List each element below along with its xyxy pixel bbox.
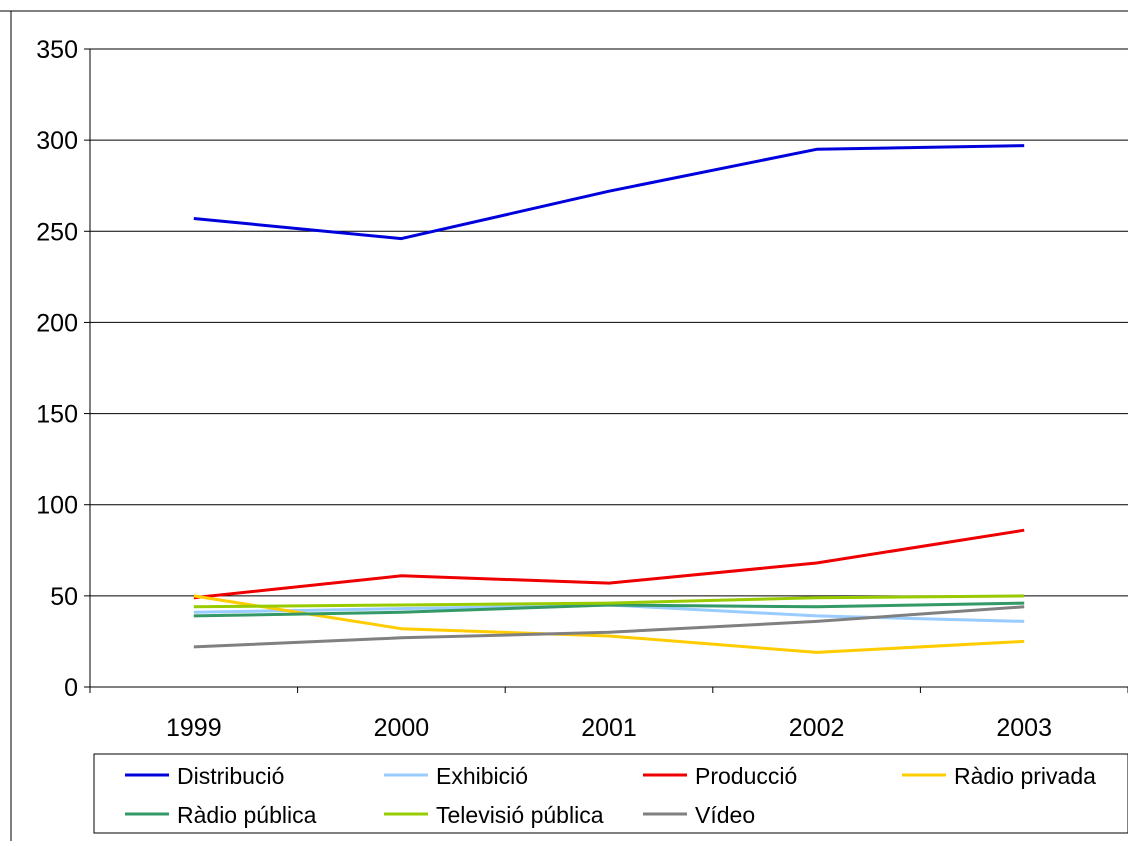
y-tick-label: 200 (36, 309, 78, 337)
legend-label: Ràdio privada (954, 763, 1096, 789)
y-tick-label: 250 (36, 218, 78, 246)
x-tick-labels: 1999 2000 2001 2002 2003 (166, 714, 1052, 742)
legend-label: Vídeo (695, 802, 755, 828)
legend-label: Exhibició (436, 763, 528, 789)
y-tick-labels: 0 50 100 150 200 250 300 350 (36, 36, 78, 702)
legend-box (93, 753, 1128, 834)
y-tick-label: 350 (36, 36, 78, 64)
legend-label: Ràdio pública (177, 802, 317, 828)
y-tick-label: 50 (50, 583, 78, 611)
series-line (193, 594, 1025, 609)
series-line (193, 594, 1025, 654)
x-tick-label: 2001 (581, 714, 637, 742)
gridlines (90, 48, 1128, 597)
y-tick-label: 0 (64, 674, 78, 702)
y-tick-label: 300 (36, 127, 78, 155)
axes (84, 48, 1128, 693)
legend: Distribució Exhibició Producció Ràdio priva… (93, 753, 1128, 834)
legend-label: Producció (695, 763, 797, 789)
x-tick-label: 1999 (166, 714, 222, 742)
legend-label: Televisió pública (436, 802, 604, 828)
series-line (193, 144, 1025, 241)
series-lines (193, 144, 1025, 654)
x-tick-label: 2002 (789, 714, 845, 742)
series-line (193, 528, 1025, 600)
series-line (193, 601, 1025, 618)
x-tick-label: 2003 (996, 714, 1052, 742)
y-tick-label: 150 (36, 401, 78, 429)
legend-label: Distribució (177, 763, 284, 789)
x-tick-label: 2000 (374, 714, 430, 742)
y-tick-label: 100 (36, 492, 78, 520)
series-line (193, 605, 1025, 649)
